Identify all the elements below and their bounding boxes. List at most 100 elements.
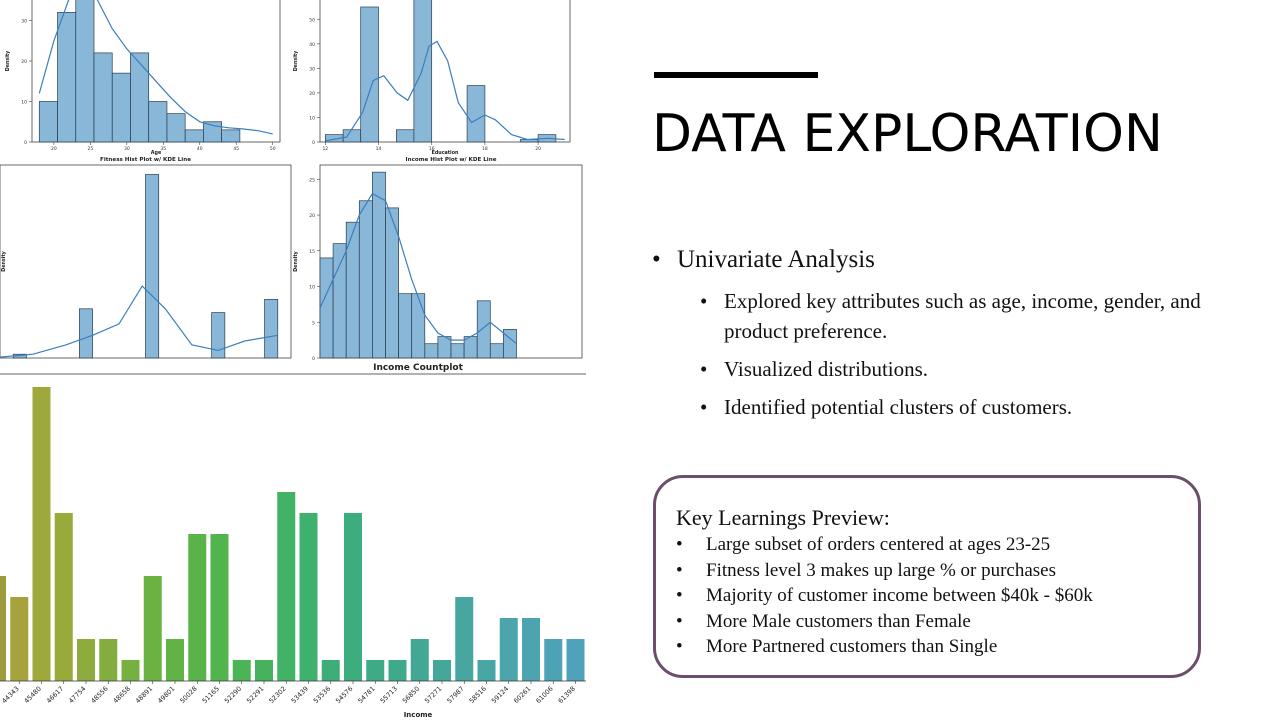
histogram-bar	[489, 343, 504, 359]
count-bar	[566, 639, 585, 681]
histogram-bar	[424, 343, 439, 359]
sub-bullet: • Identified potential clusters of custo…	[652, 392, 1212, 422]
x-tick-label: 60261	[512, 685, 532, 705]
bullet-univariate: • Univariate Analysis	[652, 244, 1212, 276]
kde-line	[319, 192, 517, 345]
count-bar	[188, 534, 207, 681]
count-bar	[477, 660, 496, 681]
histogram-bar	[345, 221, 360, 359]
y-axis-label: Density	[293, 50, 299, 71]
x-axis-label: Age	[151, 150, 162, 156]
bullet-dot: •	[676, 636, 683, 657]
key-learning-item: • More Partnered customers than Single	[676, 634, 1178, 660]
histogram-bar	[342, 129, 362, 143]
x-tick-label: 57271	[423, 685, 443, 705]
count-bar	[210, 534, 229, 681]
x-tick-label: 20	[51, 146, 57, 152]
histogram-bar	[463, 336, 478, 359]
count-bar	[433, 660, 451, 681]
count-bar	[344, 513, 362, 681]
count-bar	[10, 597, 29, 681]
x-tick-label: 45480	[23, 685, 43, 705]
bullet-dot: •	[700, 357, 708, 381]
key-learning-text: More Male customers than Female	[706, 610, 971, 632]
y-tick-label: 10	[309, 285, 315, 291]
x-tick-label: 51165	[201, 685, 221, 705]
y-tick-label: 50	[309, 17, 315, 23]
histogram-bar	[75, 0, 95, 143]
x-tick-label: 47754	[67, 685, 87, 705]
x-tick-label: 35	[160, 146, 166, 152]
y-tick-label: 0	[312, 356, 315, 362]
y-tick-label: 10	[309, 115, 315, 121]
x-tick-label: 30	[124, 146, 130, 152]
y-tick-label: 5	[312, 320, 315, 326]
y-axis-label: Density	[5, 50, 11, 71]
histogram-bar	[130, 52, 150, 143]
key-learning-item: • Fitness level 3 makes up large % or pur…	[676, 558, 1178, 584]
x-tick-label: 59124	[490, 685, 510, 705]
histogram-bar	[466, 85, 486, 143]
x-tick-label: 58516	[468, 685, 488, 705]
x-tick-label: 50028	[178, 685, 198, 705]
chart-title: Fitness Hist Plot w/ KDE Line	[100, 157, 191, 163]
histogram-bar	[166, 113, 186, 143]
x-tick-label: 53536	[312, 685, 332, 705]
count-bar	[232, 660, 251, 681]
income-countplot: Income Countplot432064434345480466174775…	[0, 363, 586, 719]
histogram-bar	[398, 293, 413, 359]
bullet-dot: •	[652, 246, 661, 273]
y-tick-label: 30	[309, 66, 315, 72]
count-bar	[77, 639, 95, 681]
y-tick-label: 20	[21, 59, 27, 65]
x-tick-label: 16	[429, 146, 435, 152]
chart-title: Income Hist Plot w/ KDE Line	[406, 157, 497, 163]
key-learnings-box: Key Learnings Preview: • Large subset of …	[653, 475, 1201, 678]
histogram-bar	[332, 243, 347, 359]
x-tick-label: 53439	[290, 685, 310, 705]
histogram-bar	[111, 72, 131, 143]
key-learning-item: • Large subset of orders centered at ages…	[676, 532, 1178, 558]
x-tick-label: 48891	[134, 685, 154, 705]
x-tick-label: 14	[376, 146, 382, 152]
sub-bullet: • Visualized distributions.	[652, 354, 1212, 384]
x-tick-label: 25	[87, 146, 93, 152]
y-axis-label: Density	[1, 250, 7, 271]
count-bar	[54, 513, 73, 681]
histogram-bar	[319, 257, 334, 359]
count-bar	[544, 639, 563, 681]
hist-chart-3: 0 5 10 15 20 25 Density Income Hist Plot w/ KDE…	[293, 157, 583, 362]
count-bar	[410, 639, 429, 681]
histogram-bar	[450, 343, 465, 359]
count-bar	[166, 639, 184, 681]
count-bar	[455, 597, 474, 681]
bullet-list: • Univariate Analysis • Explored key att…	[652, 244, 1212, 422]
kde-line	[0, 285, 278, 358]
count-bar	[99, 639, 118, 681]
histogram-bar	[411, 293, 426, 359]
x-tick-label: 54576	[334, 685, 354, 705]
y-tick-label: 20	[309, 213, 315, 219]
count-bar	[0, 576, 6, 681]
sub-bullet-list: • Explored key attributes such as age, i…	[652, 286, 1212, 422]
y-tick-label: 40	[309, 42, 315, 48]
histogram-bar	[79, 308, 93, 359]
count-bar	[143, 576, 162, 681]
histogram-bar	[437, 336, 452, 359]
chart-title: Income Countplot	[373, 363, 464, 373]
x-tick-label: 12	[322, 146, 328, 152]
kde-line	[38, 0, 273, 135]
x-tick-label: 61398	[557, 685, 577, 705]
x-tick-label: 48556	[89, 685, 109, 705]
y-tick-label: 10	[21, 100, 27, 106]
count-bar	[522, 618, 540, 681]
histogram-bar	[211, 312, 226, 359]
x-tick-label: 20	[535, 146, 541, 152]
histogram-bar	[360, 6, 379, 143]
x-tick-label: 56850	[401, 685, 421, 705]
x-tick-label: 50	[270, 146, 276, 152]
hist-chart-1: 0 10 20 30 40 50 12 14 16 18 20 Education Density	[293, 0, 571, 156]
x-tick-label: 40	[197, 146, 203, 152]
key-learning-item: • Majority of customer income between $40…	[676, 583, 1178, 609]
